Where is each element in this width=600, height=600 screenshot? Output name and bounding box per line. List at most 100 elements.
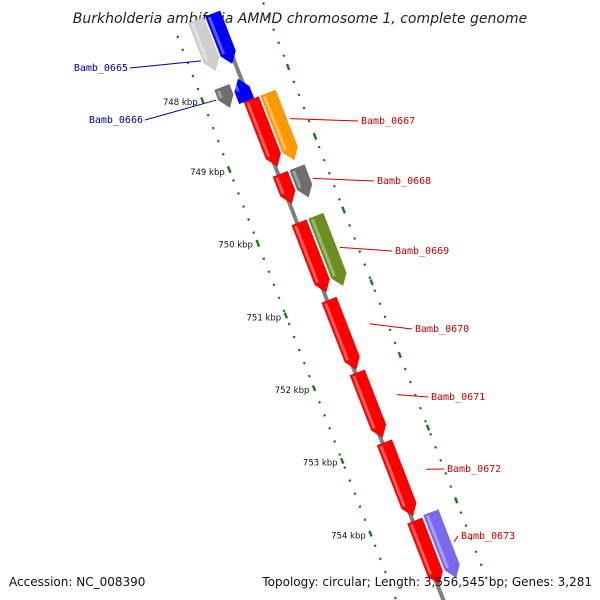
tick-dot	[282, 54, 286, 58]
gene-bamb-0672[interactable]	[376, 439, 417, 517]
tick-dot	[327, 171, 331, 175]
tick-dot	[181, 48, 185, 52]
gene-shine	[263, 95, 287, 151]
tick-dot	[378, 557, 382, 561]
gene-bamb-0668[interactable]	[272, 170, 296, 205]
gene-callouts: Bamb_0665 Bamb_0666 Bamb_0667 Bamb_0668 Bamb…	[74, 60, 515, 543]
tick-dot	[328, 426, 332, 430]
tick-dot	[307, 374, 311, 378]
tick-dot	[363, 518, 367, 522]
gene-label[interactable]: Bamb_0669	[395, 246, 449, 257]
tick-mark	[200, 96, 205, 104]
tick-mark	[454, 497, 459, 504]
gene-shine	[217, 90, 223, 99]
tick-mark	[255, 239, 260, 246]
gene-label[interactable]: Bamb_0667	[361, 116, 415, 127]
tick-label: 752 kbp	[275, 386, 310, 396]
tick-dot	[297, 93, 301, 97]
gene-bamb-0666[interactable]	[214, 83, 234, 109]
tick-dot	[287, 322, 291, 326]
gene-label[interactable]: Bamb_0670	[415, 324, 469, 335]
tick-dot	[388, 328, 392, 332]
tick-label: 754 kbp	[331, 531, 366, 541]
tick-dot	[348, 479, 352, 483]
gene-shine	[246, 102, 271, 158]
gene-shine	[275, 176, 285, 195]
tick-dot	[302, 106, 306, 110]
gene-bamb-0665[interactable]	[188, 16, 220, 71]
gene-shine	[294, 225, 319, 284]
gene-bamb-0667[interactable]	[243, 96, 282, 167]
callout-line	[129, 60, 202, 69]
tick-label: 751 kbp	[247, 313, 282, 323]
tick-dot	[373, 289, 377, 293]
gene-label[interactable]: Bamb_0666	[89, 115, 143, 126]
tick-dot	[419, 406, 422, 410]
tick-dot	[408, 380, 412, 384]
gene-bamb-0665[interactable]	[204, 10, 237, 65]
tick-mark	[312, 133, 318, 141]
tick-dot	[221, 152, 225, 156]
gene-label[interactable]: Bamb_0671	[431, 392, 485, 403]
tick-dot	[368, 276, 372, 280]
tick-dot	[348, 224, 351, 227]
gene-label[interactable]: Bamb_0673	[461, 531, 515, 542]
tick-dot	[464, 524, 468, 528]
callout-line	[369, 323, 413, 330]
tick-dot	[302, 361, 306, 365]
gene-bamb-0669[interactable]	[308, 212, 347, 287]
gene-features	[188, 10, 460, 585]
gene-shine	[191, 23, 209, 62]
tick-dot	[272, 283, 276, 287]
gene-shine	[409, 523, 433, 576]
gene-bamb-0666[interactable]	[234, 78, 255, 105]
gene-label[interactable]: Bamb_0665	[74, 63, 128, 74]
tick-dot	[242, 205, 245, 208]
tick-dot	[318, 400, 321, 404]
tick-dot	[196, 87, 200, 91]
accession-text: Accession: NC_008390	[9, 575, 145, 589]
tick-dot	[373, 544, 377, 548]
gene-shine	[311, 218, 336, 277]
tick-dot	[434, 445, 438, 449]
tick-label: 750 kbp	[218, 241, 253, 251]
tick-mark	[425, 424, 431, 431]
tick-mark	[227, 166, 232, 174]
tick-dot	[267, 15, 270, 19]
callout-line	[313, 177, 375, 182]
callout-line	[289, 118, 359, 122]
tick-dot	[449, 485, 453, 488]
tick-mark	[341, 206, 346, 213]
callout-line	[396, 394, 429, 398]
tick-dot	[272, 28, 276, 32]
summary-text: Topology: circular; Length: 3,556,545 bp…	[261, 575, 592, 589]
callout-line	[453, 535, 459, 543]
tick-dot	[403, 367, 407, 371]
tick-dot	[383, 570, 387, 574]
tick-dot	[479, 563, 483, 567]
tick-dot	[393, 341, 397, 345]
gene-bamb-0669[interactable]	[291, 219, 331, 293]
tick-dot	[469, 537, 473, 541]
tick-dot	[262, 257, 266, 261]
tick-dot	[429, 432, 432, 436]
gene-bamb-0673[interactable]	[423, 509, 460, 579]
tick-dot	[322, 158, 326, 162]
tick-label: 749 kbp	[190, 168, 225, 178]
tick-mark	[397, 351, 403, 359]
tick-dot	[191, 74, 195, 78]
tick-dot	[388, 583, 392, 587]
tick-label: 748 kbp	[163, 98, 198, 108]
gene-bamb-0670[interactable]	[321, 296, 361, 371]
tick-dot	[338, 197, 341, 201]
tick-dot	[323, 413, 326, 417]
gene-shine	[379, 445, 406, 508]
gene-bamb-0671[interactable]	[349, 369, 387, 439]
tick-mark	[369, 278, 374, 286]
gene-bamb-0668[interactable]	[289, 164, 313, 198]
gene-label[interactable]: Bamb_0668	[377, 176, 431, 187]
gene-bamb-0673[interactable]	[406, 517, 444, 585]
tick-dot	[343, 466, 347, 469]
gene-label[interactable]: Bamb_0672	[447, 464, 501, 475]
gene-bamb-0667[interactable]	[260, 89, 298, 161]
